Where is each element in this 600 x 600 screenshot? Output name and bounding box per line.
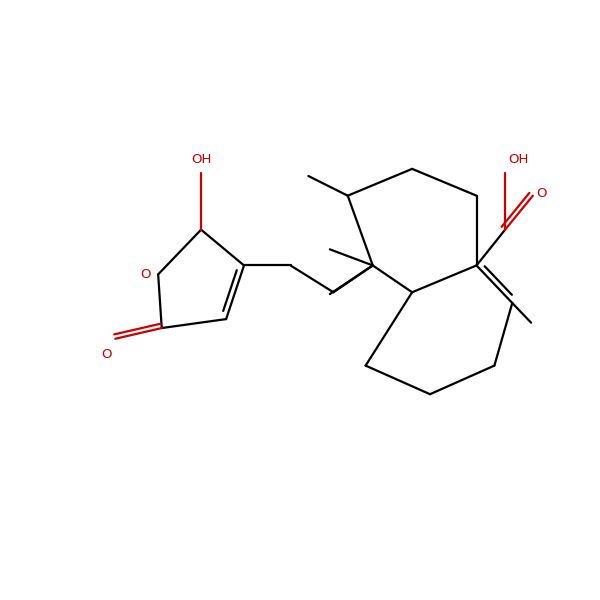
Text: O: O: [101, 348, 112, 361]
Text: O: O: [536, 187, 547, 200]
Text: OH: OH: [508, 153, 528, 166]
Text: O: O: [140, 268, 151, 281]
Text: OH: OH: [191, 153, 211, 166]
